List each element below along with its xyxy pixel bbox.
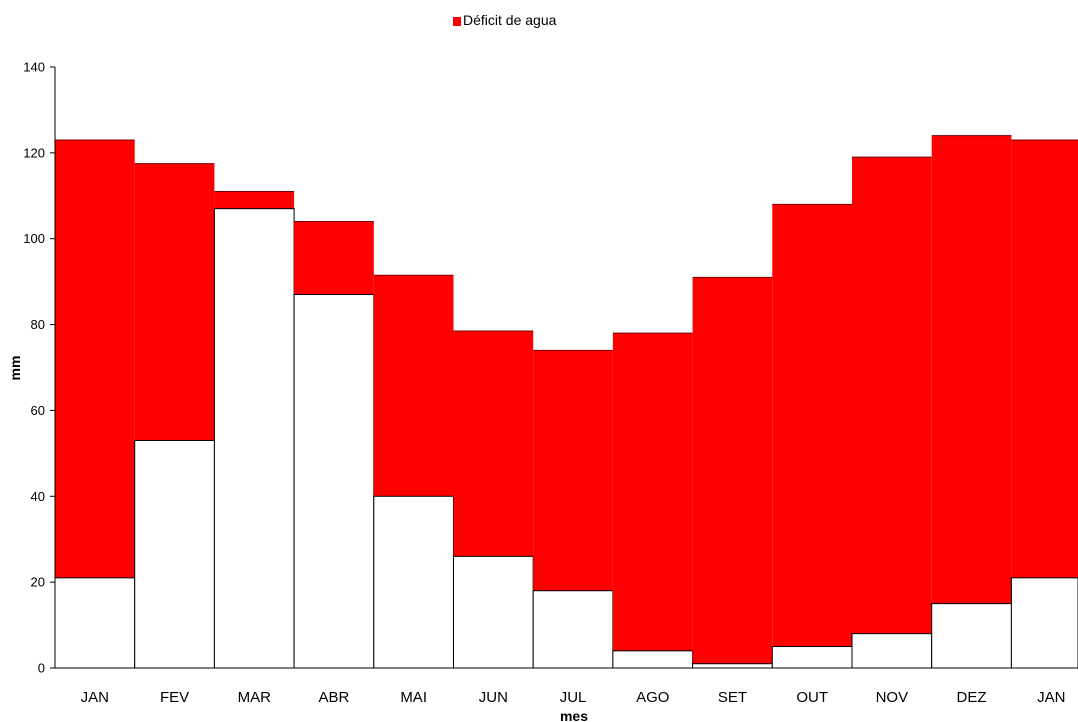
legend-label: Déficit de agua (463, 12, 557, 28)
deficit-bar (55, 139, 135, 578)
deficit-bar (533, 350, 613, 591)
legend: Déficit de agua (453, 12, 557, 28)
deficit-bar (852, 157, 932, 634)
x-tick-label: AGO (636, 689, 669, 706)
y-tick-label: 60 (31, 403, 45, 418)
x-tick-label: NOV (876, 689, 909, 706)
x-tick-label: MAI (400, 689, 427, 706)
legend-swatch (453, 17, 461, 26)
y-tick-label: 140 (23, 60, 45, 75)
deficit-bar (612, 333, 693, 651)
y-tick-label: 120 (23, 145, 45, 160)
base-bar (293, 294, 375, 669)
deficit-bar (214, 191, 295, 209)
x-axis-labels: JAN FEV MAR ABR MAI JUN JUL AGO SET OUT NOV DEZ JAN (81, 689, 1066, 706)
base-bar (213, 208, 295, 669)
y-tick-label: 0 (38, 661, 45, 676)
deficit-bar (294, 221, 374, 295)
x-tick-label: FEV (160, 689, 189, 706)
x-axis-title: mes (560, 708, 588, 722)
x-tick-label: DEZ (957, 689, 987, 706)
base-bar (54, 577, 136, 669)
y-axis-ticks: 0 20 40 60 80 100 120 140 (23, 60, 55, 676)
x-tick-label: JAN (1037, 689, 1065, 706)
axes (54, 67, 1078, 669)
y-tick-label: 40 (31, 489, 45, 504)
y-tick-label: 80 (31, 317, 45, 332)
deficit-bar (134, 163, 215, 441)
base-bar (1010, 577, 1078, 669)
x-tick-label: JAN (81, 689, 109, 706)
x-tick-label: JUL (560, 689, 587, 706)
base-bar (771, 646, 853, 669)
x-tick-label: JUN (479, 689, 508, 706)
plot-area (54, 135, 1078, 669)
y-axis-title: mm (7, 356, 23, 381)
deficit-bar (772, 204, 852, 647)
x-tick-label: SET (718, 689, 747, 706)
base-bar (373, 495, 454, 669)
base-bar (851, 633, 933, 669)
deficit-bar (373, 275, 454, 497)
base-bar (931, 603, 1012, 669)
deficit-bar (692, 277, 773, 664)
base-bar (692, 663, 773, 669)
x-tick-label: MAR (238, 689, 272, 706)
base-bar (134, 439, 215, 669)
base-bar (453, 555, 534, 669)
deficit-bar (453, 331, 534, 557)
y-tick-label: 20 (31, 575, 45, 590)
x-tick-label: OUT (796, 689, 828, 706)
deficit-bar (1011, 139, 1078, 578)
y-tick-label: 100 (23, 231, 45, 246)
x-tick-label: ABR (319, 689, 350, 706)
deficit-bar (931, 135, 1012, 604)
base-bar (612, 650, 694, 669)
base-bar (532, 590, 614, 669)
